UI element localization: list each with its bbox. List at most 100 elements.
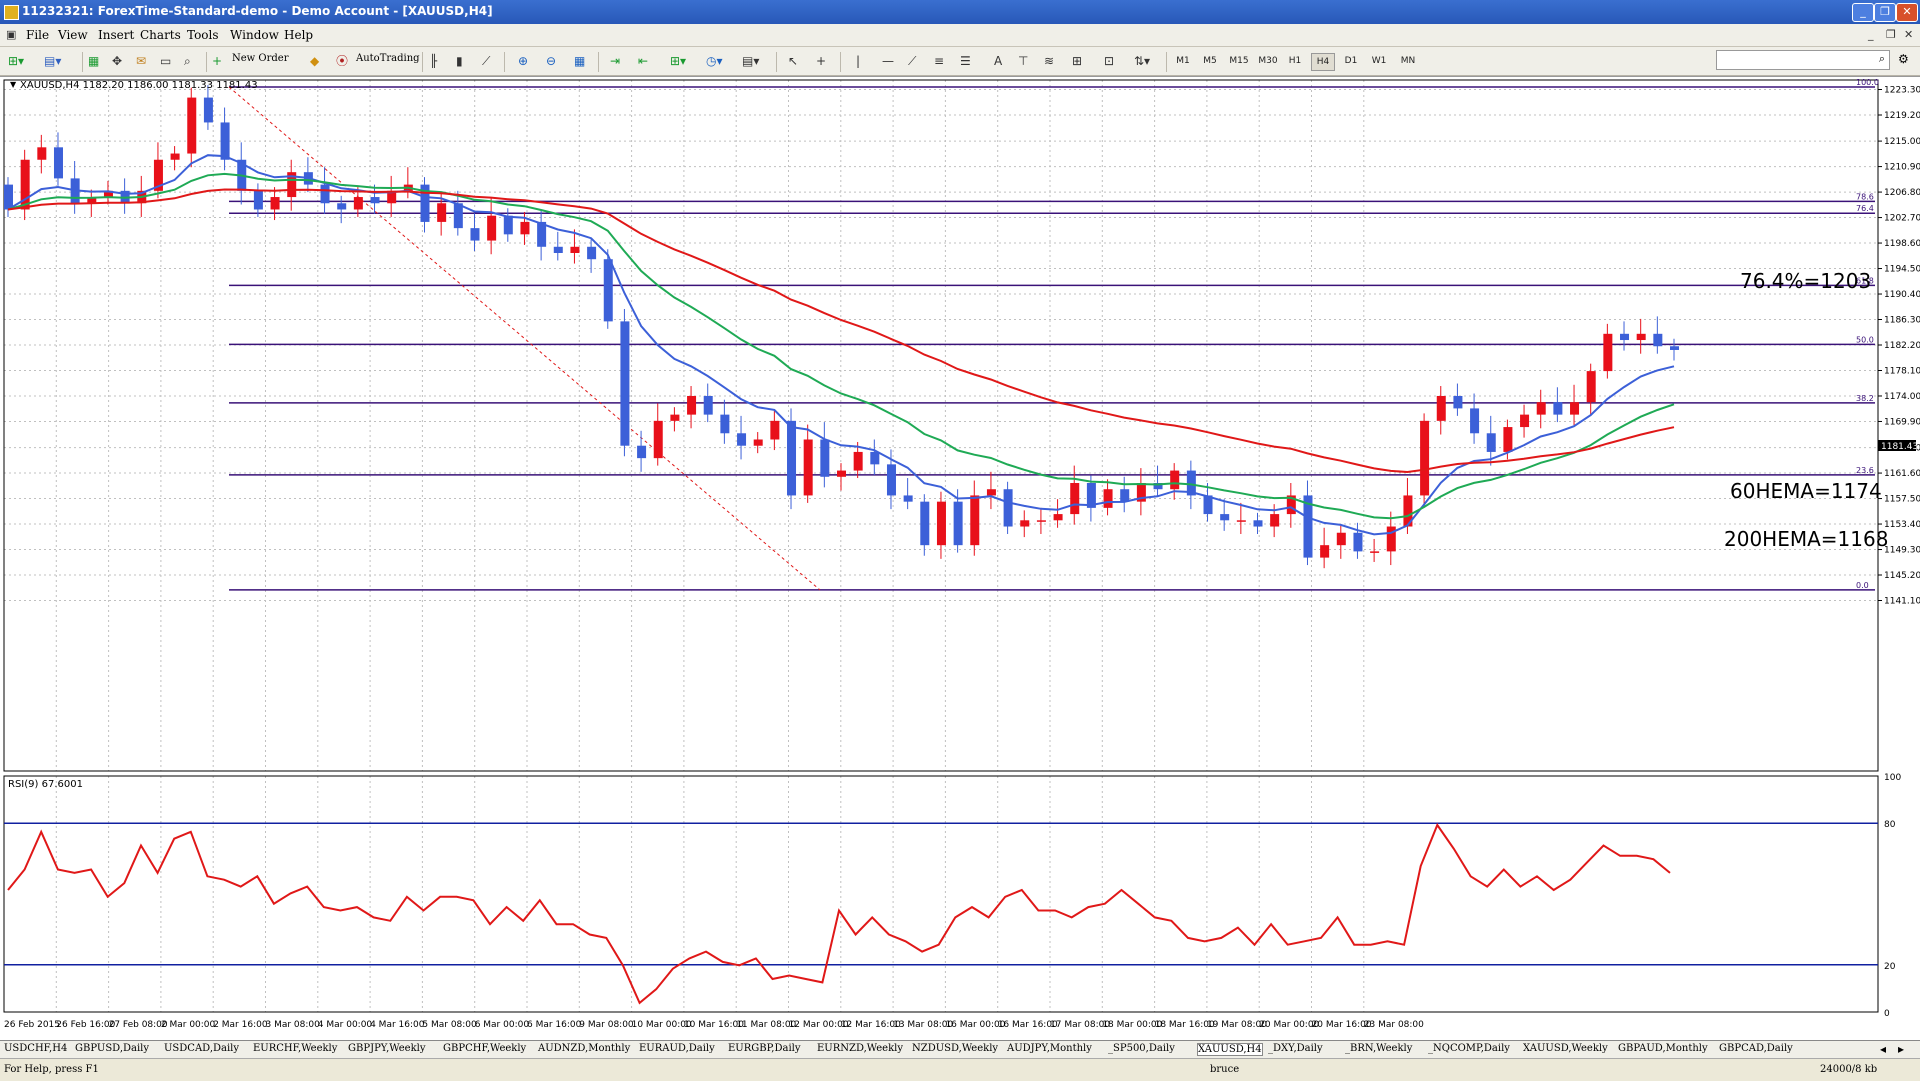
text-label-icon[interactable]: ⊤	[1018, 54, 1029, 68]
trendline-icon[interactable]: ⟋	[908, 54, 917, 68]
strategy-tester-icon[interactable]: ⌕	[184, 54, 191, 68]
periods-icon[interactable]: ◷▾	[706, 54, 723, 68]
symbol-tab[interactable]: GBPCHF,Weekly	[443, 1043, 527, 1054]
candle-body	[253, 190, 263, 210]
symbol-tab[interactable]: _NQCOMP,Daily	[1428, 1043, 1510, 1054]
tabs-scroll-left-icon[interactable]: ◂	[1880, 1042, 1887, 1056]
time-tick-label: 23 Mar 08:00	[1364, 1020, 1424, 1030]
templates-icon[interactable]: ▤▾	[742, 54, 760, 68]
minimize-button[interactable]: _	[1852, 3, 1874, 22]
tile-windows-icon[interactable]: ▦	[574, 54, 586, 68]
market-watch-icon[interactable]: ▦	[88, 54, 100, 68]
zoom-out-icon[interactable]: ⊖	[546, 54, 557, 68]
symbol-tab[interactable]: _SP500,Daily	[1108, 1043, 1175, 1054]
rsi-tick-label: 0	[1884, 1009, 1890, 1019]
symbol-tab[interactable]: _BRN,Weekly	[1345, 1043, 1413, 1054]
menu-window[interactable]: Window	[230, 28, 279, 42]
timeframe-m15[interactable]: M15	[1229, 56, 1249, 66]
symbol-tab[interactable]: _DXY,Daily	[1268, 1043, 1323, 1054]
timeframe-m1[interactable]: M1	[1176, 56, 1190, 66]
fibonacci-retracement-icon[interactable]: ☰	[960, 54, 971, 68]
symbol-tab[interactable]: GBPJPY,Weekly	[348, 1043, 426, 1054]
menu-help[interactable]: Help	[284, 28, 314, 42]
maximize-button[interactable]: ❐	[1874, 3, 1896, 22]
symbol-tab[interactable]: USDCAD,Daily	[164, 1043, 240, 1054]
symbol-tab[interactable]: EURAUD,Daily	[639, 1043, 715, 1054]
search-input[interactable]: ⌕	[1716, 50, 1890, 70]
equidistant-channel-icon[interactable]: ≡	[934, 54, 945, 68]
mdi-close-icon[interactable]: ✕	[1904, 28, 1914, 41]
candle-body	[936, 501, 946, 546]
symbol-tab[interactable]: GBPCAD,Daily	[1719, 1043, 1793, 1054]
line-chart-icon[interactable]: ⟋	[482, 54, 491, 68]
data-window-icon[interactable]: ✉	[136, 54, 147, 68]
candle-body	[803, 439, 813, 496]
auto-scroll-icon[interactable]: ⇥	[610, 54, 621, 68]
symbol-tab[interactable]: AUDNZD,Monthly	[538, 1043, 631, 1054]
horizontal-line-icon[interactable]: —	[882, 54, 894, 68]
tabs-scroll-right-icon[interactable]: ▸	[1898, 1042, 1905, 1056]
title-bar: 11232321: ForexTime-Standard-demo - Demo…	[0, 0, 1920, 24]
price-tick-label: 1198.60	[1884, 239, 1920, 249]
mdi-restore-icon[interactable]: ❐	[1886, 28, 1896, 41]
timeframe-m5[interactable]: M5	[1203, 56, 1217, 66]
autotrading-button[interactable]: AutoTrading	[356, 53, 420, 64]
menu-tools[interactable]: Tools	[187, 28, 219, 42]
menu-file[interactable]: File	[26, 28, 50, 42]
fibonacci-fan-icon[interactable]: ≋	[1044, 54, 1055, 68]
chart-shift-icon[interactable]: ⇤	[638, 54, 649, 68]
symbol-tab[interactable]: EURCHF,Weekly	[253, 1043, 338, 1054]
bar-chart-icon[interactable]: ╟	[430, 54, 438, 68]
new-order-button[interactable]: New Order	[232, 53, 289, 64]
app-icon	[4, 5, 19, 20]
symbol-tab[interactable]: USDCHF,H4	[4, 1043, 68, 1054]
gann-icon[interactable]: ⊞	[1072, 54, 1083, 68]
symbol-tab[interactable]: XAUUSD,H4	[1197, 1043, 1263, 1056]
candle-body	[970, 495, 980, 546]
navigator-icon[interactable]: ✥	[112, 54, 123, 68]
timeframe-h4[interactable]: H4	[1311, 53, 1335, 71]
chart-window[interactable]: 100.0 78.6 76.4 61.8 50.0 38.2 23.6 0.0 1223.30…	[0, 76, 1920, 1041]
symbol-tab[interactable]: GBPAUD,Monthly	[1618, 1043, 1708, 1054]
status-help: For Help, press F1	[4, 1064, 99, 1075]
indicators-icon[interactable]: ⊞▾	[670, 54, 687, 68]
arrows-icon[interactable]: ⊡	[1104, 54, 1115, 68]
terminal-icon[interactable]: ▭	[160, 54, 172, 68]
mdi-minimize-icon[interactable]: _	[1868, 28, 1874, 41]
chart-window-icon[interactable]: ▣	[6, 28, 17, 41]
timeframe-mn[interactable]: MN	[1400, 56, 1416, 66]
chart-canvas[interactable]: 100.0 78.6 76.4 61.8 50.0 38.2 23.6 0.0 1223.30…	[0, 77, 1920, 1041]
crosshair-icon[interactable]: +	[816, 54, 827, 68]
timeframe-d1[interactable]: D1	[1344, 56, 1358, 66]
cursor-icon[interactable]: ↖	[788, 54, 799, 68]
symbol-tab[interactable]: XAUUSD,Weekly	[1523, 1043, 1608, 1054]
timeframe-h1[interactable]: H1	[1288, 56, 1302, 66]
time-tick-label: 6 Mar 16:00	[527, 1020, 582, 1030]
zoom-in-icon[interactable]: ⊕	[518, 54, 529, 68]
metaeditor-icon[interactable]: ◆	[310, 54, 320, 68]
search-icon[interactable]: ⌕	[1878, 52, 1885, 65]
menu-charts[interactable]: Charts	[140, 28, 181, 42]
menu-insert[interactable]: Insert	[98, 28, 135, 42]
settings-gear-icon[interactable]: ⚙	[1898, 52, 1909, 66]
symbol-tab[interactable]: NZDUSD,Weekly	[912, 1043, 999, 1054]
close-button[interactable]: ✕	[1896, 3, 1918, 22]
new-chart-icon[interactable]: ⊞▾	[8, 54, 25, 68]
candle-body	[37, 147, 47, 160]
symbol-tab[interactable]: EURGBP,Daily	[728, 1043, 801, 1054]
vertical-line-icon[interactable]: |	[856, 54, 861, 68]
profiles-icon[interactable]: ▤▾	[44, 54, 62, 68]
symbol-tab[interactable]: EURNZD,Weekly	[817, 1043, 904, 1054]
objects-icon[interactable]: ⇅▾	[1134, 54, 1151, 68]
new-order-icon[interactable]: +	[212, 54, 223, 68]
rsi-frame	[3, 775, 1879, 1013]
autotrading-icon[interactable]: ⦿	[336, 54, 349, 68]
symbol-tab[interactable]: GBPUSD,Daily	[75, 1043, 150, 1054]
timeframe-w1[interactable]: W1	[1371, 56, 1387, 66]
symbol-tab[interactable]: AUDJPY,Monthly	[1007, 1043, 1092, 1054]
candlestick-icon[interactable]: ▮	[456, 54, 463, 68]
menu-view[interactable]: View	[58, 28, 88, 42]
timeframe-m30[interactable]: M30	[1258, 56, 1278, 66]
candle-body	[1236, 520, 1246, 522]
text-icon[interactable]: A	[994, 54, 1003, 68]
